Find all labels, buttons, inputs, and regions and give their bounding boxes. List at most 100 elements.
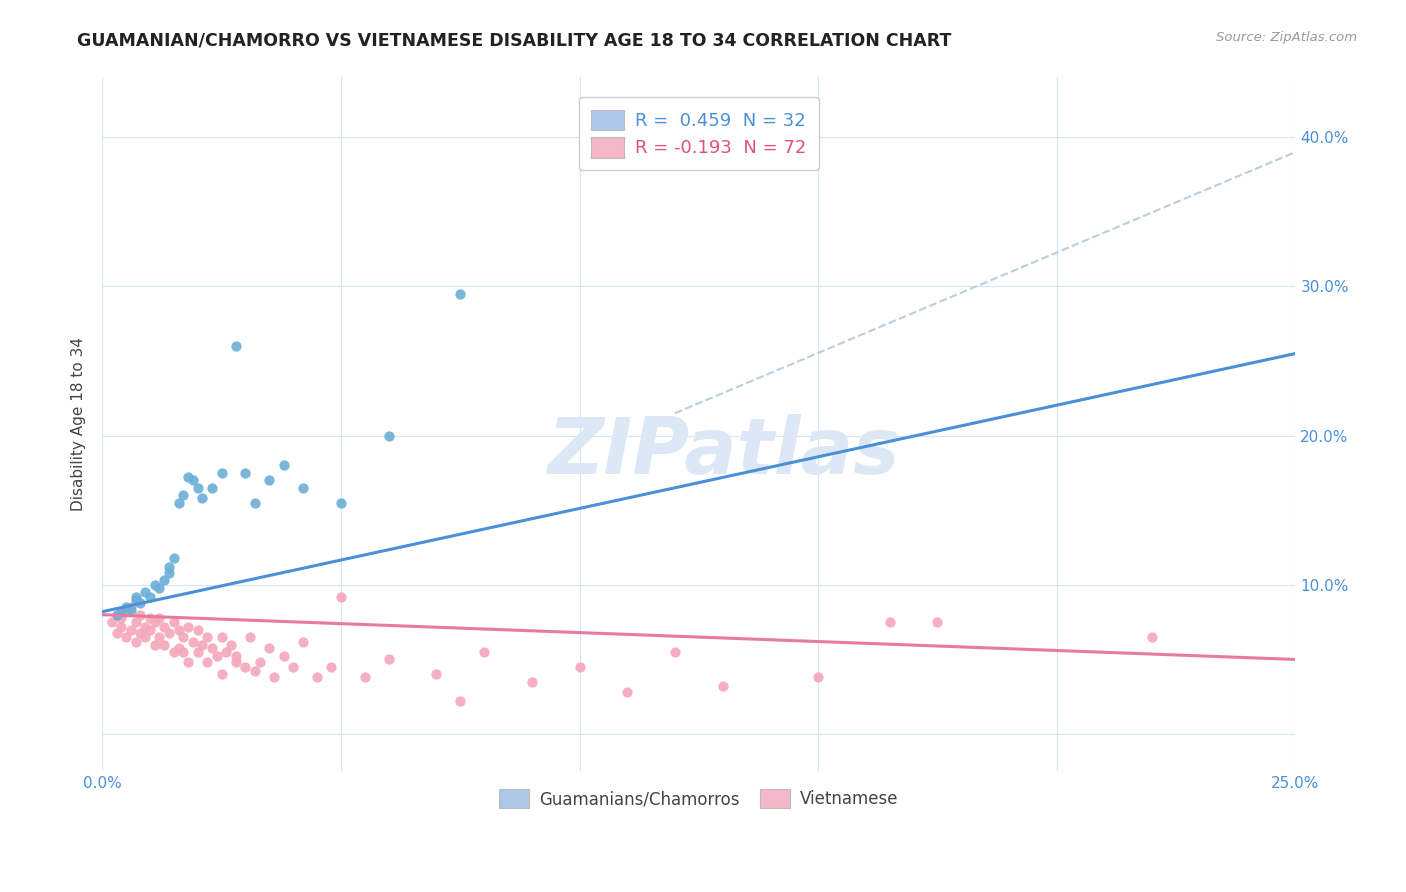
Point xyxy=(139,590,162,604)
Point xyxy=(124,615,146,629)
Point xyxy=(243,496,266,510)
Point xyxy=(163,615,186,629)
Point xyxy=(105,607,128,622)
Point xyxy=(211,667,233,681)
Point xyxy=(205,649,228,664)
Point xyxy=(177,619,200,633)
Point xyxy=(263,670,285,684)
Point xyxy=(235,660,257,674)
Point xyxy=(273,649,295,664)
Point xyxy=(243,665,266,679)
Point xyxy=(225,656,247,670)
Point xyxy=(172,630,194,644)
Point xyxy=(568,660,591,674)
Point xyxy=(167,623,190,637)
Legend: Guamanians/Chamorros, Vietnamese: Guamanians/Chamorros, Vietnamese xyxy=(492,782,905,815)
Point xyxy=(201,640,224,655)
Point xyxy=(425,667,447,681)
Text: ZIPatlas: ZIPatlas xyxy=(547,414,898,491)
Point xyxy=(879,615,901,629)
Point xyxy=(134,630,156,644)
Point xyxy=(472,645,495,659)
Point xyxy=(120,623,142,637)
Point xyxy=(807,670,830,684)
Point xyxy=(163,645,186,659)
Point xyxy=(927,615,949,629)
Text: Source: ZipAtlas.com: Source: ZipAtlas.com xyxy=(1216,31,1357,45)
Point xyxy=(353,670,375,684)
Point xyxy=(211,630,233,644)
Text: GUAMANIAN/CHAMORRO VS VIETNAMESE DISABILITY AGE 18 TO 34 CORRELATION CHART: GUAMANIAN/CHAMORRO VS VIETNAMESE DISABIL… xyxy=(77,31,952,49)
Point xyxy=(239,630,262,644)
Point xyxy=(177,470,200,484)
Point xyxy=(148,581,170,595)
Point xyxy=(219,638,242,652)
Point xyxy=(1142,630,1164,644)
Point xyxy=(235,466,257,480)
Point xyxy=(110,610,132,624)
Point xyxy=(105,607,128,622)
Point xyxy=(215,645,238,659)
Point xyxy=(143,638,166,652)
Point xyxy=(120,600,142,615)
Point xyxy=(153,619,176,633)
Y-axis label: Disability Age 18 to 34: Disability Age 18 to 34 xyxy=(72,337,86,511)
Point xyxy=(281,660,304,674)
Point xyxy=(115,605,138,619)
Point xyxy=(124,634,146,648)
Point xyxy=(134,585,156,599)
Point xyxy=(181,634,204,648)
Point xyxy=(195,630,218,644)
Point xyxy=(167,496,190,510)
Point xyxy=(157,566,180,580)
Point xyxy=(259,474,281,488)
Point xyxy=(201,481,224,495)
Point xyxy=(148,610,170,624)
Point xyxy=(187,623,209,637)
Point xyxy=(177,656,200,670)
Point xyxy=(520,674,543,689)
Point xyxy=(329,496,352,510)
Point xyxy=(377,652,399,666)
Point xyxy=(163,551,186,566)
Point xyxy=(143,615,166,629)
Point xyxy=(120,603,142,617)
Point xyxy=(195,656,218,670)
Point xyxy=(157,560,180,574)
Point xyxy=(115,630,138,644)
Point xyxy=(172,488,194,502)
Point xyxy=(105,625,128,640)
Point xyxy=(129,625,152,640)
Point xyxy=(157,625,180,640)
Point xyxy=(181,474,204,488)
Point xyxy=(191,638,214,652)
Point xyxy=(129,596,152,610)
Point xyxy=(259,640,281,655)
Point xyxy=(377,428,399,442)
Point xyxy=(321,660,343,674)
Point xyxy=(110,605,132,619)
Point xyxy=(148,630,170,644)
Point xyxy=(329,590,352,604)
Point xyxy=(249,656,271,670)
Point xyxy=(153,638,176,652)
Point xyxy=(153,574,176,588)
Point xyxy=(664,645,686,659)
Point xyxy=(225,339,247,353)
Point xyxy=(124,590,146,604)
Point xyxy=(167,640,190,655)
Point xyxy=(110,619,132,633)
Point xyxy=(143,578,166,592)
Point xyxy=(191,491,214,506)
Point xyxy=(124,592,146,607)
Point xyxy=(187,645,209,659)
Point xyxy=(711,679,734,693)
Point xyxy=(273,458,295,473)
Point xyxy=(172,645,194,659)
Point xyxy=(139,623,162,637)
Point xyxy=(305,670,328,684)
Point xyxy=(134,619,156,633)
Point xyxy=(449,694,471,708)
Point xyxy=(100,615,122,629)
Point xyxy=(139,610,162,624)
